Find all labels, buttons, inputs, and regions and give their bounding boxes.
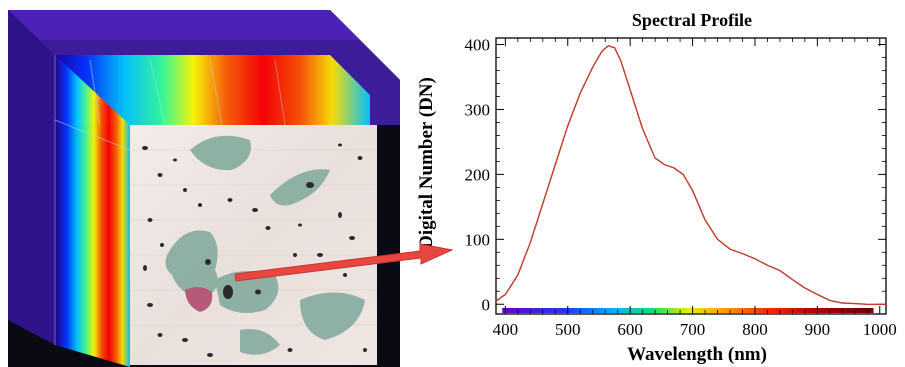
y-tick-label: 400 [465,35,491,54]
y-tick-label: 0 [482,295,491,314]
x-tick-label: 700 [680,320,706,339]
visible-spectrum-strip [502,308,874,313]
x-tick-label: 900 [805,320,831,339]
x-tick-label: 600 [617,320,643,339]
x-tick-label: 800 [742,320,768,339]
x-tick-label: 400 [493,320,519,339]
plot-frame [495,37,887,315]
y-tick-label: 200 [465,165,491,184]
y-tick-label: 100 [465,230,491,249]
x-tick-label: 500 [555,320,581,339]
spectral-profile-chart: Spectral Profile Digital Number (DN) Wav… [416,10,897,365]
y-axis: 0 100 200 300 400 [465,35,886,314]
hyperspectral-cube-image [8,10,400,367]
x-axis-label: Wavelength (nm) [627,344,767,365]
chart-title: Spectral Profile [632,10,752,30]
y-tick-label: 300 [465,100,491,119]
spectrum-color-bar [502,308,874,313]
plot-area [495,37,887,315]
spectral-profile-line [495,45,886,305]
y-axis-label: Digital Number (DN) [416,77,437,249]
x-axis: 400 500 600 700 800 900 1000 [493,38,897,339]
x-tick-label: 1000 [863,320,897,339]
